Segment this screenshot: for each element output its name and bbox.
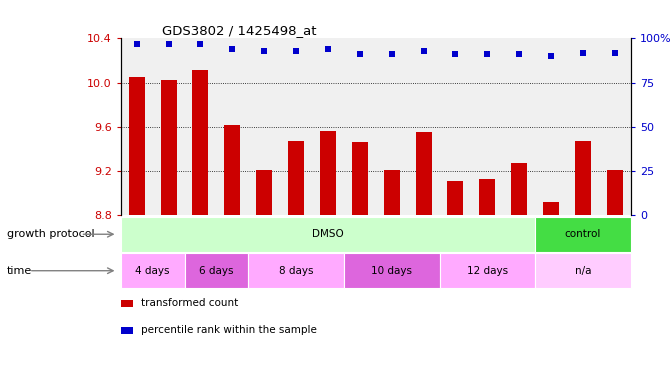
Text: growth protocol: growth protocol: [7, 229, 95, 239]
Point: [227, 46, 238, 52]
Bar: [129, 77, 145, 215]
Point: [291, 48, 301, 54]
Point: [259, 48, 270, 54]
Bar: [193, 70, 209, 215]
Text: n/a: n/a: [574, 266, 591, 276]
Text: percentile rank within the sample: percentile rank within the sample: [141, 325, 317, 335]
Bar: [511, 163, 527, 215]
Point: [450, 51, 461, 57]
Text: 4 days: 4 days: [136, 266, 170, 276]
Bar: [415, 132, 431, 215]
Bar: [352, 142, 368, 215]
Text: transformed count: transformed count: [141, 298, 238, 308]
Text: GDS3802 / 1425498_at: GDS3802 / 1425498_at: [162, 24, 316, 37]
Point: [195, 41, 206, 47]
Text: control: control: [565, 229, 601, 239]
Text: time: time: [7, 266, 32, 276]
Text: 6 days: 6 days: [199, 266, 234, 276]
Bar: [256, 170, 272, 215]
Point: [323, 46, 333, 52]
Bar: [543, 202, 559, 215]
Bar: [224, 124, 240, 215]
Bar: [479, 179, 495, 215]
Point: [163, 41, 174, 47]
Bar: [575, 141, 591, 215]
Point: [482, 51, 493, 57]
Point: [514, 51, 525, 57]
Bar: [448, 181, 464, 215]
Point: [418, 48, 429, 54]
Text: 12 days: 12 days: [467, 266, 508, 276]
Point: [386, 51, 397, 57]
Text: 8 days: 8 days: [279, 266, 313, 276]
Bar: [607, 170, 623, 215]
Bar: [288, 141, 304, 215]
Point: [132, 41, 142, 47]
Text: DMSO: DMSO: [312, 229, 344, 239]
Point: [546, 53, 556, 59]
Bar: [384, 170, 400, 215]
Point: [578, 50, 588, 56]
Bar: [320, 131, 336, 215]
Bar: [160, 80, 176, 215]
Point: [354, 51, 365, 57]
Text: 10 days: 10 days: [371, 266, 412, 276]
Point: [609, 50, 620, 56]
